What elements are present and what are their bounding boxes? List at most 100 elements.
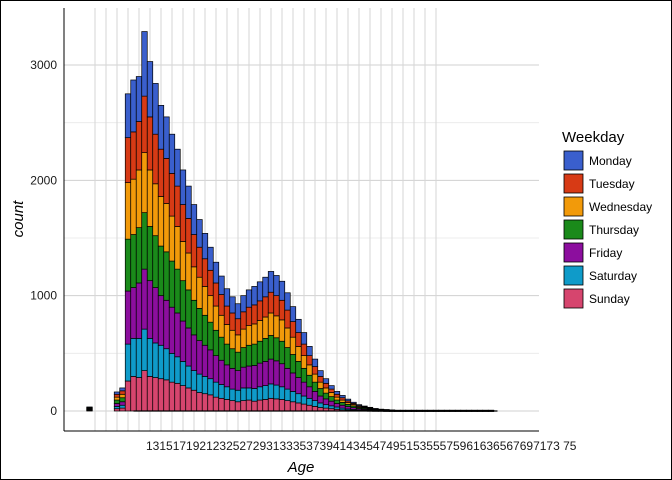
- bar-segment-monday: [262, 276, 269, 298]
- bar-segment-saturday: [267, 383, 275, 399]
- bar-segment-wednesday: [124, 182, 132, 240]
- bar-segment-friday: [207, 349, 214, 380]
- bar-segment-wednesday: [240, 328, 247, 348]
- bar-segment-saturday: [234, 389, 242, 403]
- bar-segment-tuesday: [295, 332, 302, 347]
- bar-segment-wednesday: [163, 203, 170, 253]
- bar-segment-sunday: [152, 377, 159, 412]
- bar-segment-wednesday: [311, 373, 319, 383]
- y-tick-label: 2000: [30, 173, 57, 187]
- legend-key-tuesday: [563, 173, 584, 194]
- bar-segment-tuesday: [212, 282, 220, 307]
- bar-segment-tuesday: [256, 300, 264, 321]
- legend-label-saturday: Saturday: [589, 269, 637, 283]
- bar-segment-sunday: [234, 401, 242, 412]
- bar-segment-saturday: [152, 342, 159, 378]
- bar-segment-wednesday: [201, 286, 209, 316]
- bar-segment-sunday: [212, 396, 220, 412]
- bar-segment-thursday: [333, 399, 341, 404]
- bar-segment-wednesday: [306, 364, 313, 376]
- bar-segment-sunday: [278, 399, 286, 412]
- bar-segment-saturday: [141, 328, 148, 371]
- bar-segment-saturday: [135, 337, 143, 378]
- bar-segment-saturday: [300, 395, 308, 405]
- bar-segment-friday: [196, 340, 203, 375]
- bar-segment-monday: [229, 296, 236, 314]
- x-tick-labels: 1315171921232527293133353739414345474951…: [146, 439, 577, 453]
- bar-segment-monday: [113, 391, 121, 395]
- bar-segment-saturday: [284, 388, 291, 401]
- bar-segment-friday: [295, 377, 302, 395]
- bar-segment-sunday: [207, 394, 214, 412]
- bar-segment-thursday: [113, 399, 121, 404]
- bar-segment-saturday: [218, 384, 225, 399]
- bar-segment-wednesday: [179, 241, 187, 282]
- bar-segment-sunday: [262, 399, 269, 412]
- bar-segment-wednesday: [196, 276, 203, 309]
- bar-segment-wednesday: [174, 226, 181, 270]
- bar-segment-tuesday: [168, 173, 176, 217]
- bar-segment-tuesday: [223, 305, 231, 325]
- bar-segment-monday: [201, 233, 209, 260]
- bar-segment-wednesday: [317, 381, 324, 389]
- bar-segment-sunday: [300, 403, 308, 412]
- bar-segment-friday: [333, 403, 341, 408]
- bar-segment-tuesday: [251, 304, 258, 325]
- bar-segment-wednesday: [284, 327, 291, 348]
- bar-segment-wednesday: [223, 324, 231, 345]
- bar-segment-monday: [240, 295, 247, 313]
- bar-segment-thursday: [234, 351, 242, 371]
- bar-segment-monday: [124, 93, 132, 139]
- bar-segment-wednesday: [152, 183, 159, 237]
- bar-segment-saturday: [201, 376, 209, 395]
- bar-segment-sunday: [229, 400, 236, 412]
- bar-segment-monday: [119, 387, 126, 392]
- bar-segment-monday: [267, 271, 275, 293]
- bar-segment-tuesday: [328, 388, 335, 393]
- bar-segment-monday: [157, 105, 165, 150]
- bar-segment-tuesday: [317, 376, 324, 383]
- bar-segment-wednesday: [289, 336, 297, 355]
- legend: Weekday Monday Tuesday Wednesday Thursday Fr…: [562, 129, 652, 309]
- bar-segment-monday: [289, 306, 297, 322]
- bar-segment-friday: [201, 344, 209, 377]
- bar-segment-sunday: [196, 392, 203, 412]
- legend-key-wednesday: [563, 196, 584, 217]
- bar-segment-thursday: [130, 234, 137, 288]
- bar-segment-wednesday: [251, 323, 258, 345]
- bar-segment-thursday: [185, 289, 192, 329]
- bar-segment-wednesday: [207, 295, 214, 323]
- bar-segment-tuesday: [163, 158, 170, 204]
- bar-segment-wednesday: [229, 329, 236, 350]
- bar-segment-tuesday: [196, 246, 203, 278]
- bar-segment-monday: [256, 281, 264, 302]
- bar-segment-sunday: [284, 400, 291, 412]
- bar-segment-thursday: [174, 268, 181, 314]
- bar-segment-monday: [322, 378, 330, 384]
- bar-segment-sunday: [124, 380, 132, 412]
- bar-segment-wednesday: [295, 346, 302, 362]
- x-axis-title: Age: [287, 459, 315, 476]
- bar-segment-friday: [240, 366, 247, 389]
- bar-segment-thursday: [289, 354, 297, 374]
- bar-segment-tuesday: [311, 366, 319, 375]
- legend-key-thursday: [563, 219, 584, 240]
- bar-segment-sunday: [141, 370, 148, 412]
- bar-segment-thursday: [190, 299, 198, 336]
- bar-segment-thursday: [223, 343, 231, 366]
- bar-segment-wednesday: [212, 305, 220, 331]
- legend-key-monday: [563, 150, 584, 171]
- bar-segment-saturday: [168, 352, 176, 383]
- bar-segment-wednesday: [141, 152, 148, 213]
- bar-segment-saturday: [317, 402, 324, 408]
- bar-segment-monday: [207, 246, 214, 271]
- bar-segment-sunday: [289, 401, 297, 412]
- bar-segment-monday: [350, 401, 357, 404]
- bar-segment-tuesday: [234, 318, 242, 336]
- bar-segment-wednesday: [328, 392, 335, 397]
- legend-label-monday: Monday: [589, 154, 632, 168]
- bar-segment-friday: [311, 391, 319, 401]
- bar-segment-wednesday: [322, 387, 330, 394]
- bar-segment-thursday: [218, 336, 225, 361]
